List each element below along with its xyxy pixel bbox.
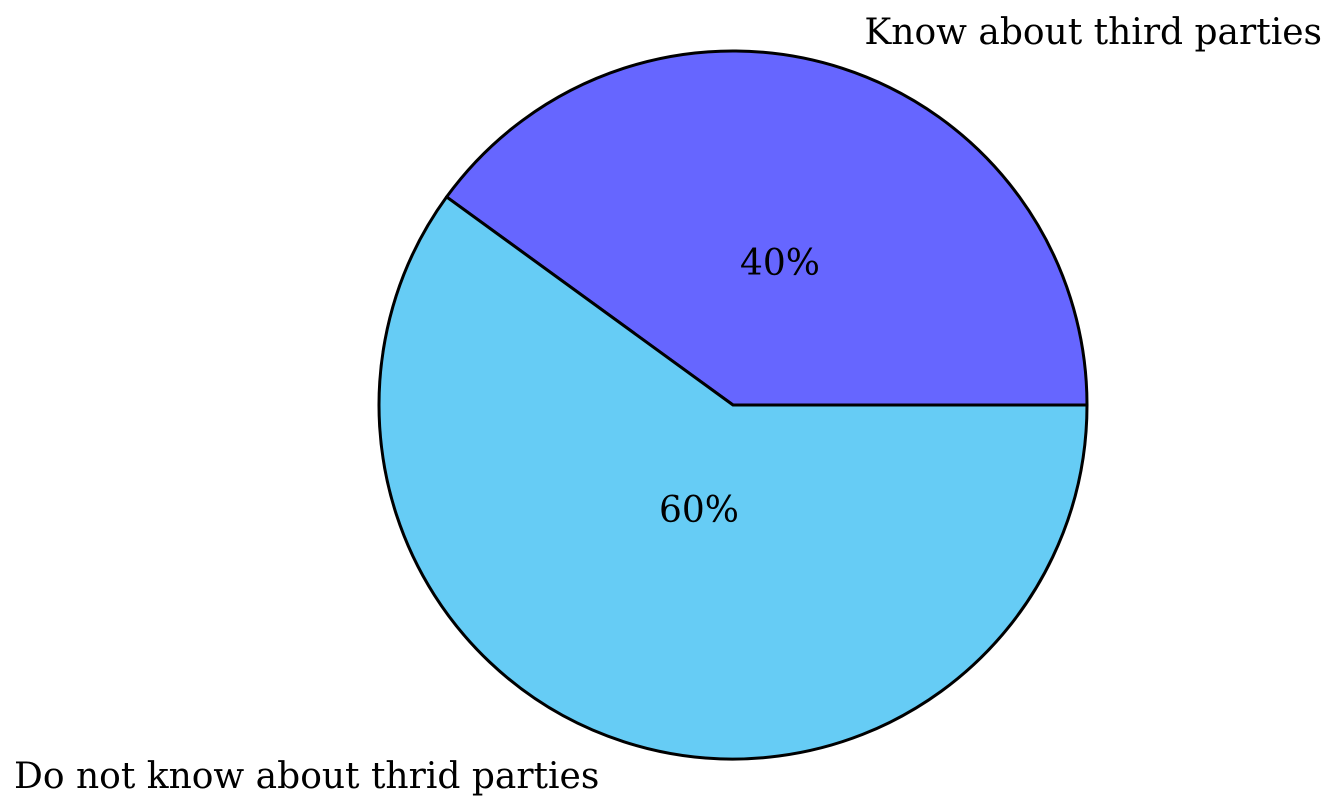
slice-category-label-do-not-know: Do not know about thrid parties: [14, 756, 599, 797]
slice-category-label-know: Know about third parties: [864, 12, 1322, 53]
slice-value-label-know: 40%: [740, 243, 820, 284]
slice-value-label-do-not-know: 60%: [659, 490, 739, 531]
pie-slice-know: [445, 49, 1089, 407]
pie-slices: [377, 49, 1089, 761]
pie-labels: 40% 60% Know about third parties Do not …: [14, 12, 1322, 797]
pie-slice-do-not-know: [377, 195, 1089, 761]
